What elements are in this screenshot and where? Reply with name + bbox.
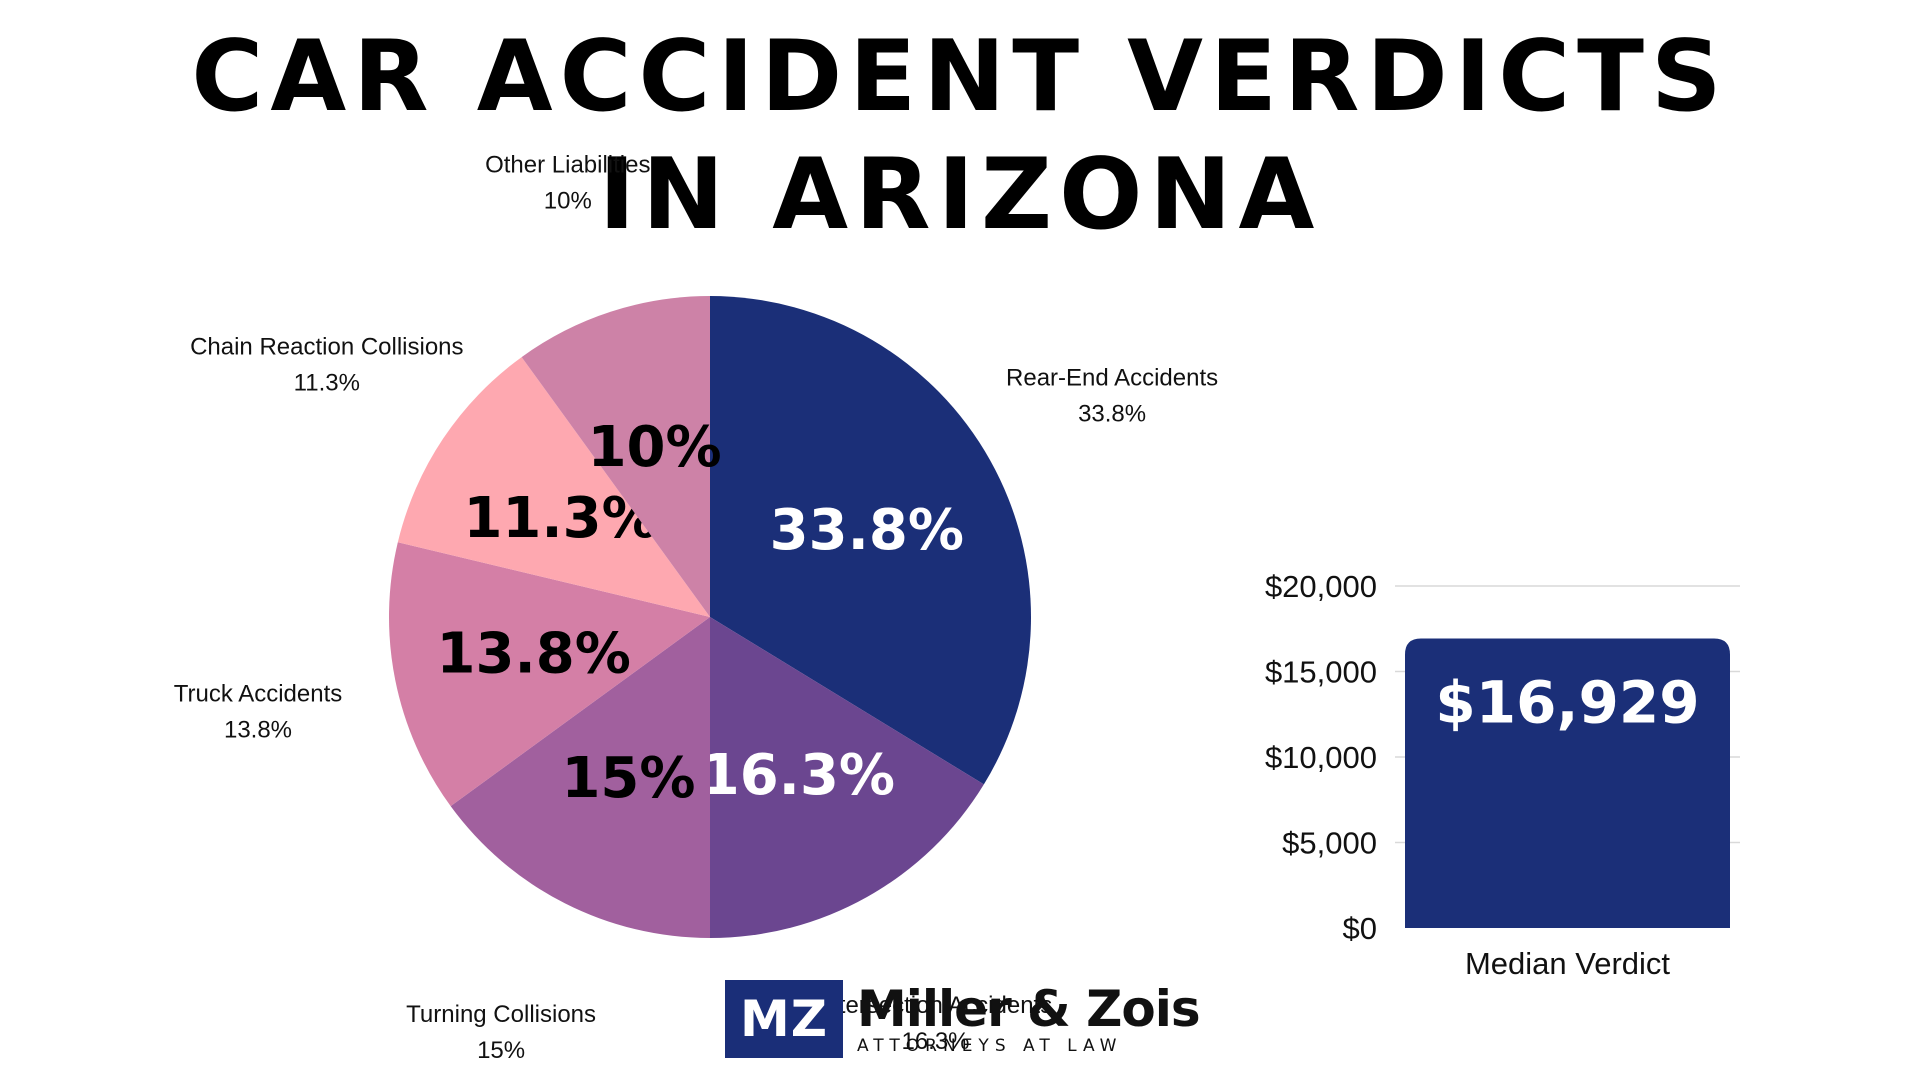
pie-percent-label: 33.8%	[1078, 401, 1146, 428]
bar-median-verdict	[1405, 638, 1730, 928]
chart-title: CAR ACCIDENT VERDICTS IN ARIZONA	[0, 18, 1920, 254]
logo-text: Miller & Zois ATTORNEYS AT LAW	[857, 980, 1201, 1056]
pie-percent-label: 15%	[477, 1037, 525, 1064]
pie-percent-label: 16.3%	[901, 1028, 969, 1055]
pie-category-label: Rear-End Accidents	[1006, 365, 1218, 392]
logo-name: Miller & Zois	[857, 980, 1201, 1038]
pie-percent-label: 10%	[544, 188, 592, 215]
title-line-2: IN ARIZONA	[598, 138, 1322, 252]
logo-monogram: MZ	[725, 980, 843, 1058]
pie-slice-turning-collisions	[450, 617, 710, 938]
pie-slice-value-label: 33.8%	[770, 498, 964, 563]
y-tick-label: $10,000	[1265, 740, 1377, 775]
pie-category-label: Turning Collisions	[406, 1001, 596, 1028]
pie-category-label: Intersection Accidents	[819, 992, 1052, 1019]
pie-category-label: Other Liabilities	[485, 152, 650, 179]
y-tick-label: $0	[1343, 911, 1377, 946]
company-logo: MZ Miller & Zois ATTORNEYS AT LAW	[725, 980, 1201, 1058]
x-category-label: Median Verdict	[1465, 946, 1670, 981]
pie-chart: 33.8% Rear-End Accidents 33.8% 16.3% Interse…	[174, 152, 1218, 1065]
pie-slice-chain-reaction-collisions	[397, 357, 710, 617]
pie-slice-value-label: 10%	[588, 415, 722, 480]
bar-chart: $0 $5,000 $10,000 $15,000 $20,000 $16,929 Medi…	[1265, 569, 1740, 981]
bar-value-label: $16,929	[1435, 669, 1699, 737]
pie-percent-label: 13.8%	[224, 717, 292, 744]
pie-category-label: Truck Accidents	[174, 681, 343, 708]
logo-tagline: ATTORNEYS AT LAW	[857, 1036, 1123, 1056]
y-tick-label: $15,000	[1265, 655, 1377, 690]
pie-slice-value-label: 15%	[561, 746, 695, 811]
pie-slice-other-liabilities	[521, 296, 710, 617]
pie-slice-value-label: 13.8%	[437, 621, 631, 686]
y-tick-label: $20,000	[1265, 569, 1377, 604]
pie-percent-label: 11.3%	[294, 370, 360, 397]
pie-slice-value-label: 16.3%	[701, 743, 895, 808]
title-line-1: CAR ACCIDENT VERDICTS	[191, 20, 1729, 134]
pie-category-label: Chain Reaction Collisions	[190, 334, 463, 361]
pie-slice-truck-accidents	[388, 542, 710, 807]
pie-slice-intersection-accidents	[710, 617, 984, 938]
y-tick-label: $5,000	[1282, 826, 1377, 861]
pie-slice-rear-end-accidents	[710, 296, 1031, 785]
